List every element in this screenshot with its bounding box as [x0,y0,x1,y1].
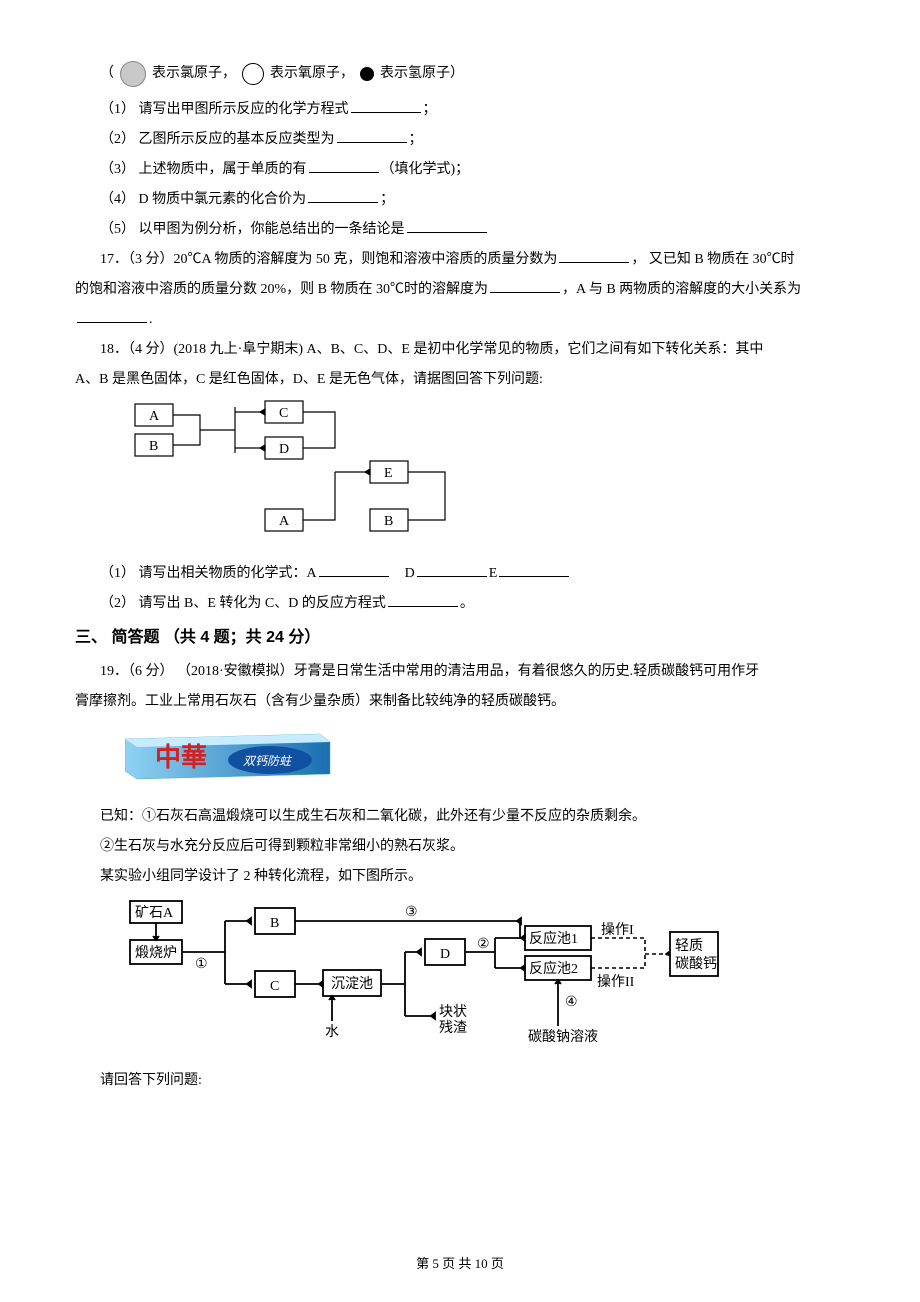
q16-p2: （2） 乙图所示反应的基本反应类型为； [75,126,845,154]
blank [417,563,487,577]
q19-known1: 已知：①石灰石高温煅烧可以生成生石灰和二氧化碳，此外还有少量不反应的杂质剩余。 [75,803,845,831]
toothpaste-box-icon: 中華 双钙防蛀 [125,724,335,784]
q17-line3: . [75,306,845,334]
q19-answer: 请回答下列问题: [75,1067,845,1095]
paren-open: （ [100,60,114,88]
blank [559,249,629,263]
blank [351,99,421,113]
svg-text:①: ① [195,957,208,972]
svg-text:中華: 中華 [155,743,207,772]
h-label: 表示氢原子） [380,60,464,88]
q19-design: 某实验小组同学设计了 2 种转化流程，如下图所示。 [75,863,845,891]
blank [499,563,569,577]
q19-diagram: 矿石A 煅烧炉 B C 沉淀池 D 反应池1 反应池2 轻质碳酸钙 水 块状残渣… [125,896,845,1062]
q18-p2: （2） 请写出 B、E 转化为 C、D 的反应方程式。 [75,590,845,618]
cl-label: 表示氯原子， [152,60,236,88]
svg-text:双钙防蛀: 双钙防蛀 [243,754,293,768]
svg-text:水: 水 [325,1024,339,1040]
svg-text:沉淀池: 沉淀池 [331,976,373,992]
process-flowchart-icon: 矿石A 煅烧炉 B C 沉淀池 D 反应池1 反应池2 轻质碳酸钙 水 块状残渣… [125,896,745,1051]
q17-line2: 的饱和溶液中溶质的质量分数 20%，则 B 物质在 30℃时的溶解度为，A 与 … [75,276,845,304]
blank [490,279,560,293]
blank [388,593,458,607]
blank [77,309,147,323]
svg-text:块状: 块状 [439,1004,467,1020]
hydrogen-atom-icon [360,67,374,81]
q16-p4: （4） D 物质中氯元素的化合价为； [75,186,845,214]
q18-p1: （1） 请写出相关物质的化学式：A DE [75,560,845,588]
q16-p3: （3） 上述物质中，属于单质的有（填化学式)； [75,156,845,184]
chlorine-atom-icon [120,61,146,87]
svg-text:④: ④ [565,995,578,1010]
section3-heading: 三、 简答题 （共 4 题；共 24 分） [75,622,845,654]
flowchart-abcde-icon: A B C D A E B [125,399,485,544]
svg-text:碳酸钠溶液: 碳酸钠溶液 [528,1029,598,1045]
svg-text:B: B [149,439,158,454]
blank [308,189,378,203]
svg-text:A: A [279,514,290,529]
q16-p1: （1） 请写出甲图所示反应的化学方程式； [75,96,845,124]
oxygen-atom-icon [242,63,264,85]
svg-text:操作II: 操作II [597,974,635,990]
blank [337,129,407,143]
q19-intro1: 19．（6 分） （2018·安徽模拟）牙膏是日常生活中常用的清洁用品，有着很悠… [75,658,845,686]
svg-text:煅烧炉: 煅烧炉 [135,945,177,961]
q18-intro2: A、B 是黑色固体，C 是红色固体，D、E 是无色气体，请据图回答下列问题: [75,366,845,394]
svg-text:反应池1: 反应池1 [529,930,578,947]
svg-text:C: C [270,979,279,994]
blank [319,563,389,577]
svg-text:B: B [270,916,279,931]
svg-text:B: B [384,514,393,529]
svg-text:③: ③ [405,905,418,920]
q18-diagram: A B C D A E B [125,399,845,555]
page-footer: 第 5 页 共 10 页 [0,1251,920,1277]
blank [407,219,487,233]
svg-text:矿石A: 矿石A [135,905,174,921]
svg-text:残渣: 残渣 [439,1020,467,1036]
q19-known2: ②生石灰与水充分反应后可得到颗粒非常细小的熟石灰浆。 [75,833,845,861]
q18-intro1: 18．（4 分）(2018 九上·阜宁期末) A、B、C、D、E 是初中化学常见… [75,336,845,364]
svg-text:反应池2: 反应池2 [529,960,578,977]
svg-text:D: D [440,947,450,962]
q17-line1: 17．（3 分）20℃A 物质的溶解度为 50 克，则饱和溶液中溶质的质量分数为… [75,246,845,274]
svg-text:碳酸钙: 碳酸钙 [675,956,717,972]
svg-text:C: C [279,406,288,421]
svg-text:A: A [149,409,160,424]
atom-legend: （ 表示氯原子， 表示氧原子， 表示氢原子） [75,60,845,88]
svg-text:操作I: 操作I [601,922,634,938]
q16-p5: （5） 以甲图为例分析，你能总结出的一条结论是 [75,216,845,244]
svg-text:②: ② [477,937,490,952]
o-label: 表示氧原子， [270,60,354,88]
blank [309,159,379,173]
toothpaste-image: 中華 双钙防蛀 [125,724,845,795]
svg-text:轻质: 轻质 [675,938,703,954]
svg-text:E: E [384,466,393,481]
svg-text:D: D [279,442,289,457]
q19-intro2: 膏摩擦剂。工业上常用石灰石（含有少量杂质）来制备比较纯净的轻质碳酸钙。 [75,688,845,716]
